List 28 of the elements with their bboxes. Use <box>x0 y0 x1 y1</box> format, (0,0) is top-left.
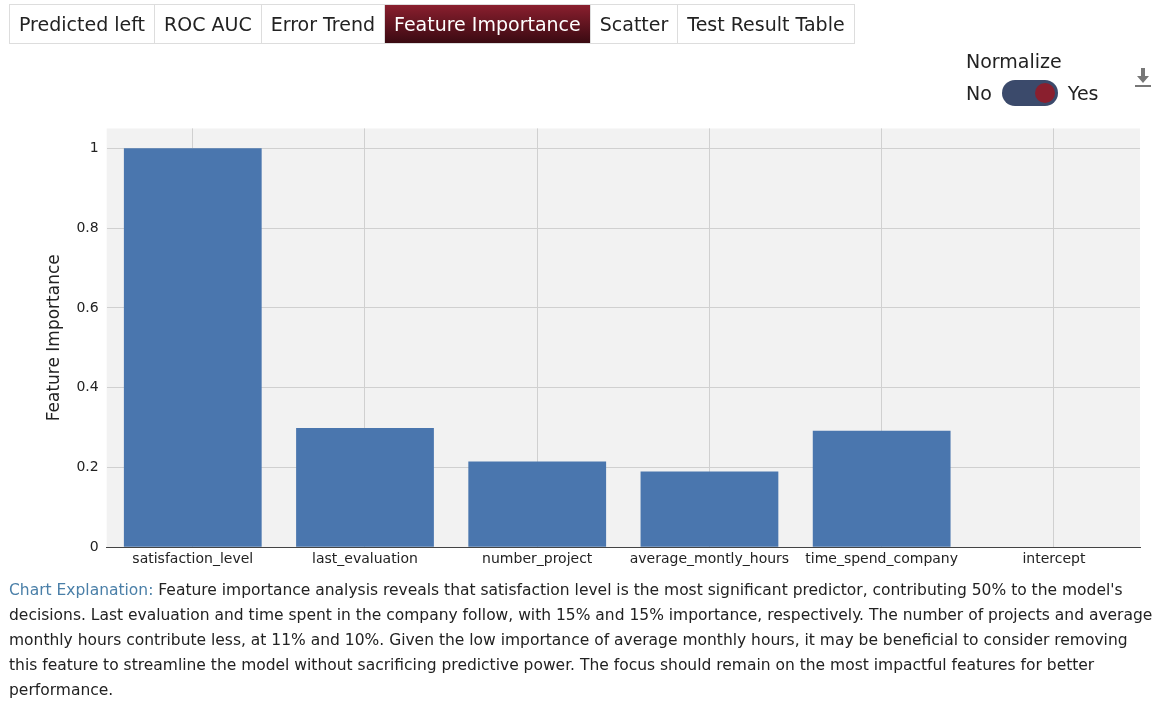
x-tick-label: number_project <box>482 550 593 567</box>
y-tick-label: 1 <box>89 138 99 155</box>
bar <box>640 471 779 547</box>
text: ROC AUC <box>154 4 262 44</box>
bar <box>123 148 262 547</box>
text: Test Result Table <box>677 4 855 44</box>
bar <box>296 427 434 547</box>
text: Error Trend <box>260 4 386 44</box>
text: Chart Explanation: <box>9 581 154 599</box>
y-tick-label: 0.6 <box>76 298 99 315</box>
x-tick-label: time_spend_company <box>805 550 959 567</box>
x-tick-label: satisfaction_level <box>132 550 254 567</box>
text: Yes <box>1067 82 1099 104</box>
y-tick-label: 0.8 <box>76 218 99 235</box>
y-axis-title: Feature Importance <box>42 254 63 422</box>
text: Normalize <box>966 50 1063 72</box>
bar <box>812 430 951 547</box>
y-tick-label: 0 <box>89 537 99 554</box>
x-tick-label: average_montly_hours <box>629 550 790 567</box>
text: Feature Importance <box>384 4 591 44</box>
x-tick-label: intercept <box>1022 550 1086 567</box>
y-tick-label: 0.4 <box>76 378 99 395</box>
text: Scatter <box>589 4 679 44</box>
text: Predicted left <box>9 4 156 44</box>
y-tick-label: 0.2 <box>76 458 99 475</box>
text: No <box>966 82 992 104</box>
x-tick-label: last_evaluation <box>312 550 418 567</box>
bar <box>468 461 607 547</box>
